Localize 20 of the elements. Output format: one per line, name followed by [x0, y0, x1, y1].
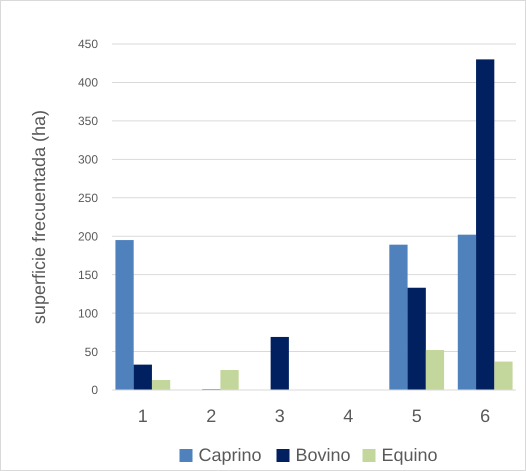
y-tick-label: 50	[84, 344, 98, 359]
y-tick-label: 100	[78, 306, 98, 320]
x-tick-label: 2	[206, 406, 216, 426]
x-tick-label: 5	[412, 406, 422, 426]
legend-label: Equino	[382, 445, 438, 465]
y-tick-label: 450	[78, 37, 98, 52]
x-tick-label: 6	[480, 406, 490, 426]
y-tick-label: 400	[78, 76, 98, 90]
y-tick-label: 350	[78, 114, 98, 128]
y-tick-label: 300	[78, 152, 98, 167]
y-tick-label: 250	[78, 190, 98, 205]
y-tick-label: 200	[78, 229, 98, 244]
y-tick-label: 150	[78, 268, 98, 282]
y-tick-label: 0	[91, 383, 98, 398]
x-tick-label: 3	[274, 406, 285, 426]
x-tick-label: 1	[138, 406, 148, 426]
y-axis-title: superficie frecuentada (ha)	[29, 110, 49, 324]
legend-label: Bovino	[296, 445, 351, 465]
x-tick-label: 4	[343, 406, 354, 426]
legend-label: Caprino	[198, 445, 262, 465]
